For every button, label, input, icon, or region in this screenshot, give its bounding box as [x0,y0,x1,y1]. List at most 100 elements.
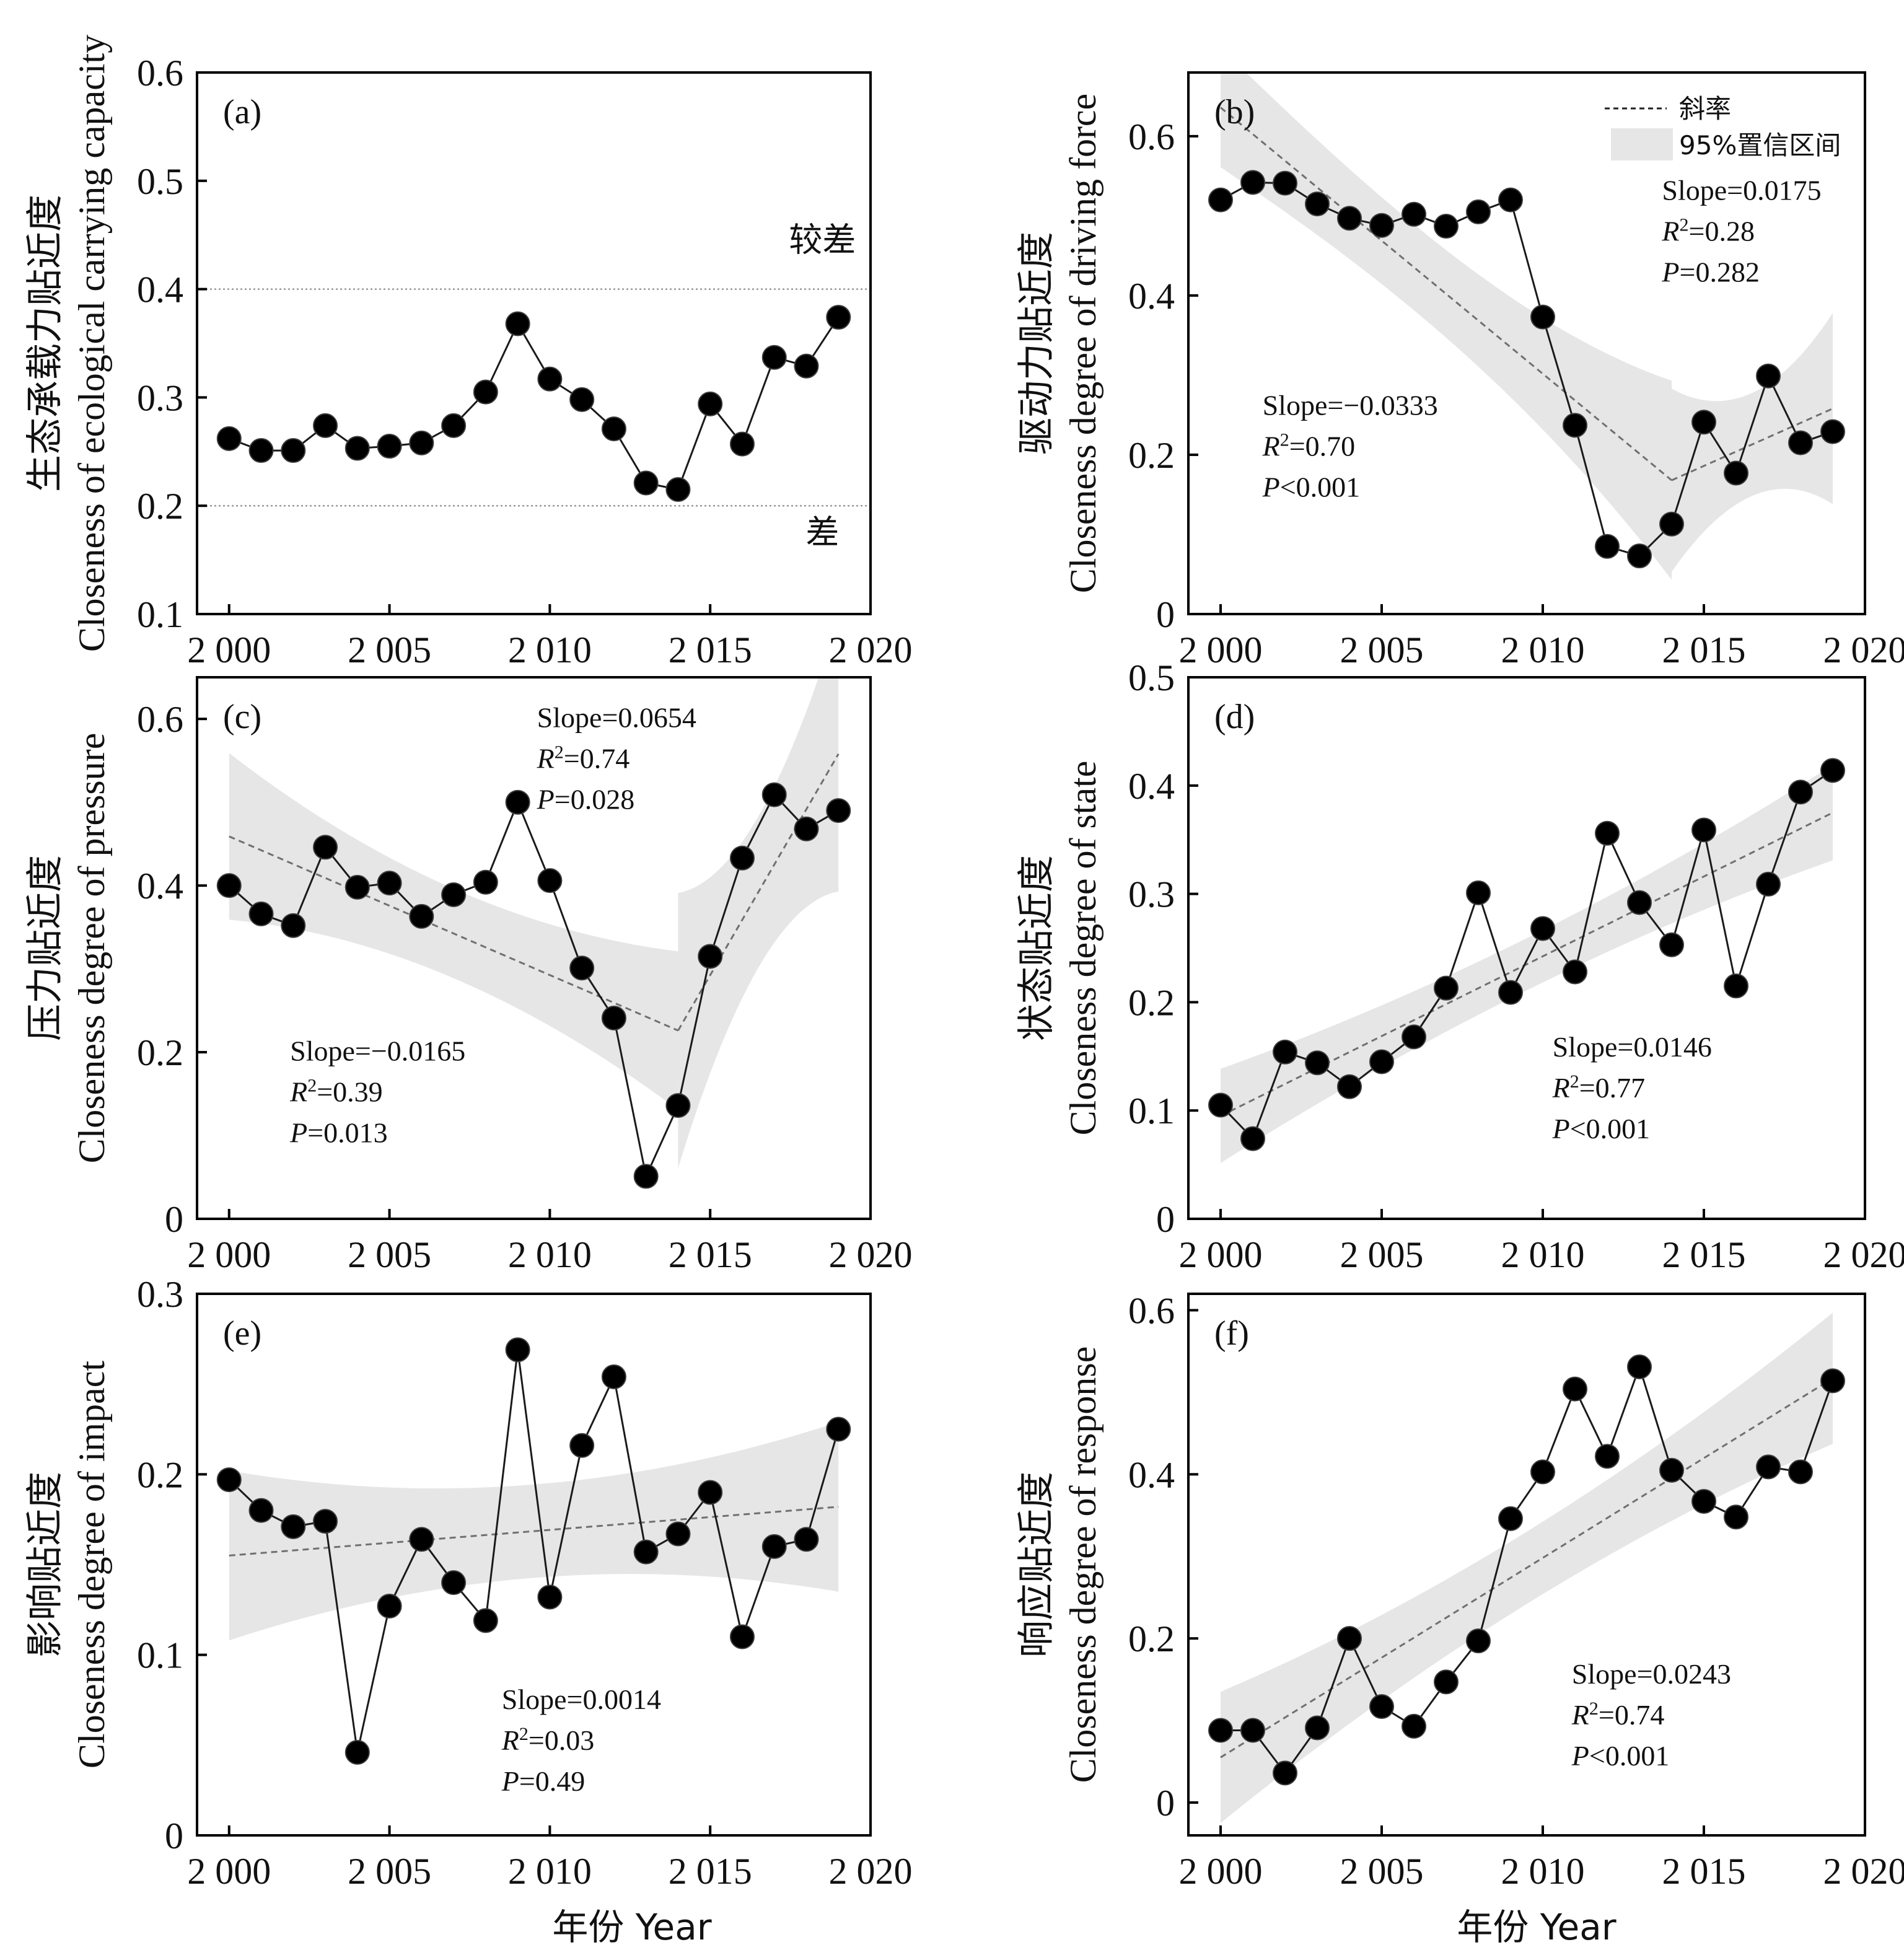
p-annotation: P=0.013 [289,1117,388,1149]
x-tick-label: 2 020 [1823,1234,1904,1275]
data-point [665,1521,691,1547]
x-tick-label: 2 010 [1501,1851,1585,1892]
data-point [698,1480,723,1505]
zone-label: 较差 [789,220,856,259]
data-point [1369,1694,1394,1719]
x-tick-label: 2 015 [1662,630,1746,670]
slope-annotation: Slope=0.0243 [1572,1658,1731,1690]
x-tick-label: 2 005 [348,630,431,670]
y-tick-label: 0.4 [1128,766,1175,807]
data-point [1820,758,1845,783]
y-tick-label: 0.2 [1128,1618,1175,1659]
data-point [1337,206,1362,231]
y-tick-label: 0 [1156,1783,1175,1824]
x-tick-label: 2 010 [508,630,592,670]
data-point [729,1624,755,1649]
p-annotation: P<0.001 [1571,1740,1670,1772]
y-axis-label-cn: 压力贴近度 [24,855,67,1041]
data-point [505,1337,530,1363]
y-axis-label-en: Closeness degree of impact [71,1361,112,1768]
data-point [729,845,755,871]
data-point [569,955,595,981]
trend-line [229,1506,839,1557]
data-point [1659,932,1684,957]
data-point [1240,1718,1265,1743]
y-tick-label: 0.4 [1128,276,1175,317]
data-point [1402,1713,1426,1739]
x-tick-label: 2 000 [1179,1851,1263,1892]
data-point [313,835,338,860]
data-point [1563,1376,1587,1402]
data-point [569,387,595,412]
plot-frame [196,676,872,1220]
y-tick-label: 0.6 [1128,1290,1175,1331]
y-tick-label: 0.2 [1128,435,1175,476]
data-point [1756,871,1781,897]
r2-annotation: R2=0.77 [1552,1071,1646,1104]
data-point [1691,1489,1716,1514]
y-axis-label-cn: 响应贴近度 [1015,1472,1058,1658]
y-axis-label-en: Closeness degree of driving force [1063,94,1103,593]
data-point [505,789,530,815]
x-tick-label: 2 015 [669,1234,752,1275]
y-tick-label: 0 [1156,1199,1175,1240]
data-point [601,1005,626,1030]
p-annotation: P=0.282 [1661,257,1760,288]
y-tick-label: 0.6 [137,53,183,94]
data-point [1659,511,1684,537]
y-tick-label: 0.1 [137,1635,183,1676]
plot-frame [1187,676,1866,1220]
data-point [1466,1628,1491,1654]
slope-annotation: Slope=0.0175 [1662,175,1821,206]
y-tick-label: 0.1 [1128,1091,1175,1131]
data-point [248,901,274,926]
x-tick-label: 2 020 [829,1234,913,1275]
y-tick-label: 0.2 [137,1454,183,1495]
data-point [1724,973,1748,999]
data-point [248,1498,274,1523]
data-point [1208,1718,1233,1743]
x-tick-label: 2 020 [829,1851,913,1892]
data-point [1434,1669,1459,1695]
y-tick-label: 0.3 [137,377,183,418]
data-point [698,391,723,416]
data-point [665,1093,691,1118]
data-point [826,305,851,330]
panel-a: 较差差 2 000 2 005 2 010 2 015 2 020 0.1 0.2 0.3 0.4… [24,35,913,670]
y-axis-label-en: Closeness of ecological carrying capacit… [71,35,112,652]
data-point [537,868,563,894]
r2-annotation: R2=0.74 [537,742,630,775]
data-point [377,434,402,459]
data-point [409,430,434,455]
data-point [281,913,306,938]
slope-annotation: Slope=−0.0165 [290,1035,465,1067]
panel-b: 2 000 2 005 2 010 2 015 2 020 0 0.2 0.4 0.6 驱动力贴近… [1015,71,1904,670]
data-point [344,874,370,900]
data-point [1466,199,1491,224]
data-point [1820,1368,1845,1394]
y-tick-label: 0.4 [137,270,183,310]
data-point [1595,1444,1620,1469]
data-point [216,426,242,451]
data-point [1434,975,1459,1001]
data-point [1337,1626,1362,1651]
panel-d: 2 000 2 005 2 010 2 015 2 020 0 0.1 0.2 0.3 0.4 0.… [1015,657,1904,1275]
data-point [1659,1457,1684,1483]
x-tick-label: 2 005 [348,1234,431,1275]
data-point [409,903,434,929]
x-axis-title-left: 年份 Year [552,1906,712,1948]
y-tick-label: 0.2 [137,1032,183,1073]
data-point [1273,1760,1297,1786]
y-tick-label: 0.3 [1128,874,1175,915]
data-point [1627,1354,1652,1379]
data-point [537,1584,563,1610]
data-point [1691,410,1716,435]
y-tick-label: 0.2 [137,486,183,527]
data-point [601,416,626,442]
data-point [313,1509,338,1534]
trend-line [1220,812,1833,1117]
slope-annotation: Slope=−0.0333 [1263,390,1438,421]
data-point [1369,213,1394,238]
data-point [729,431,755,457]
panel-label: (e) [223,1314,261,1353]
